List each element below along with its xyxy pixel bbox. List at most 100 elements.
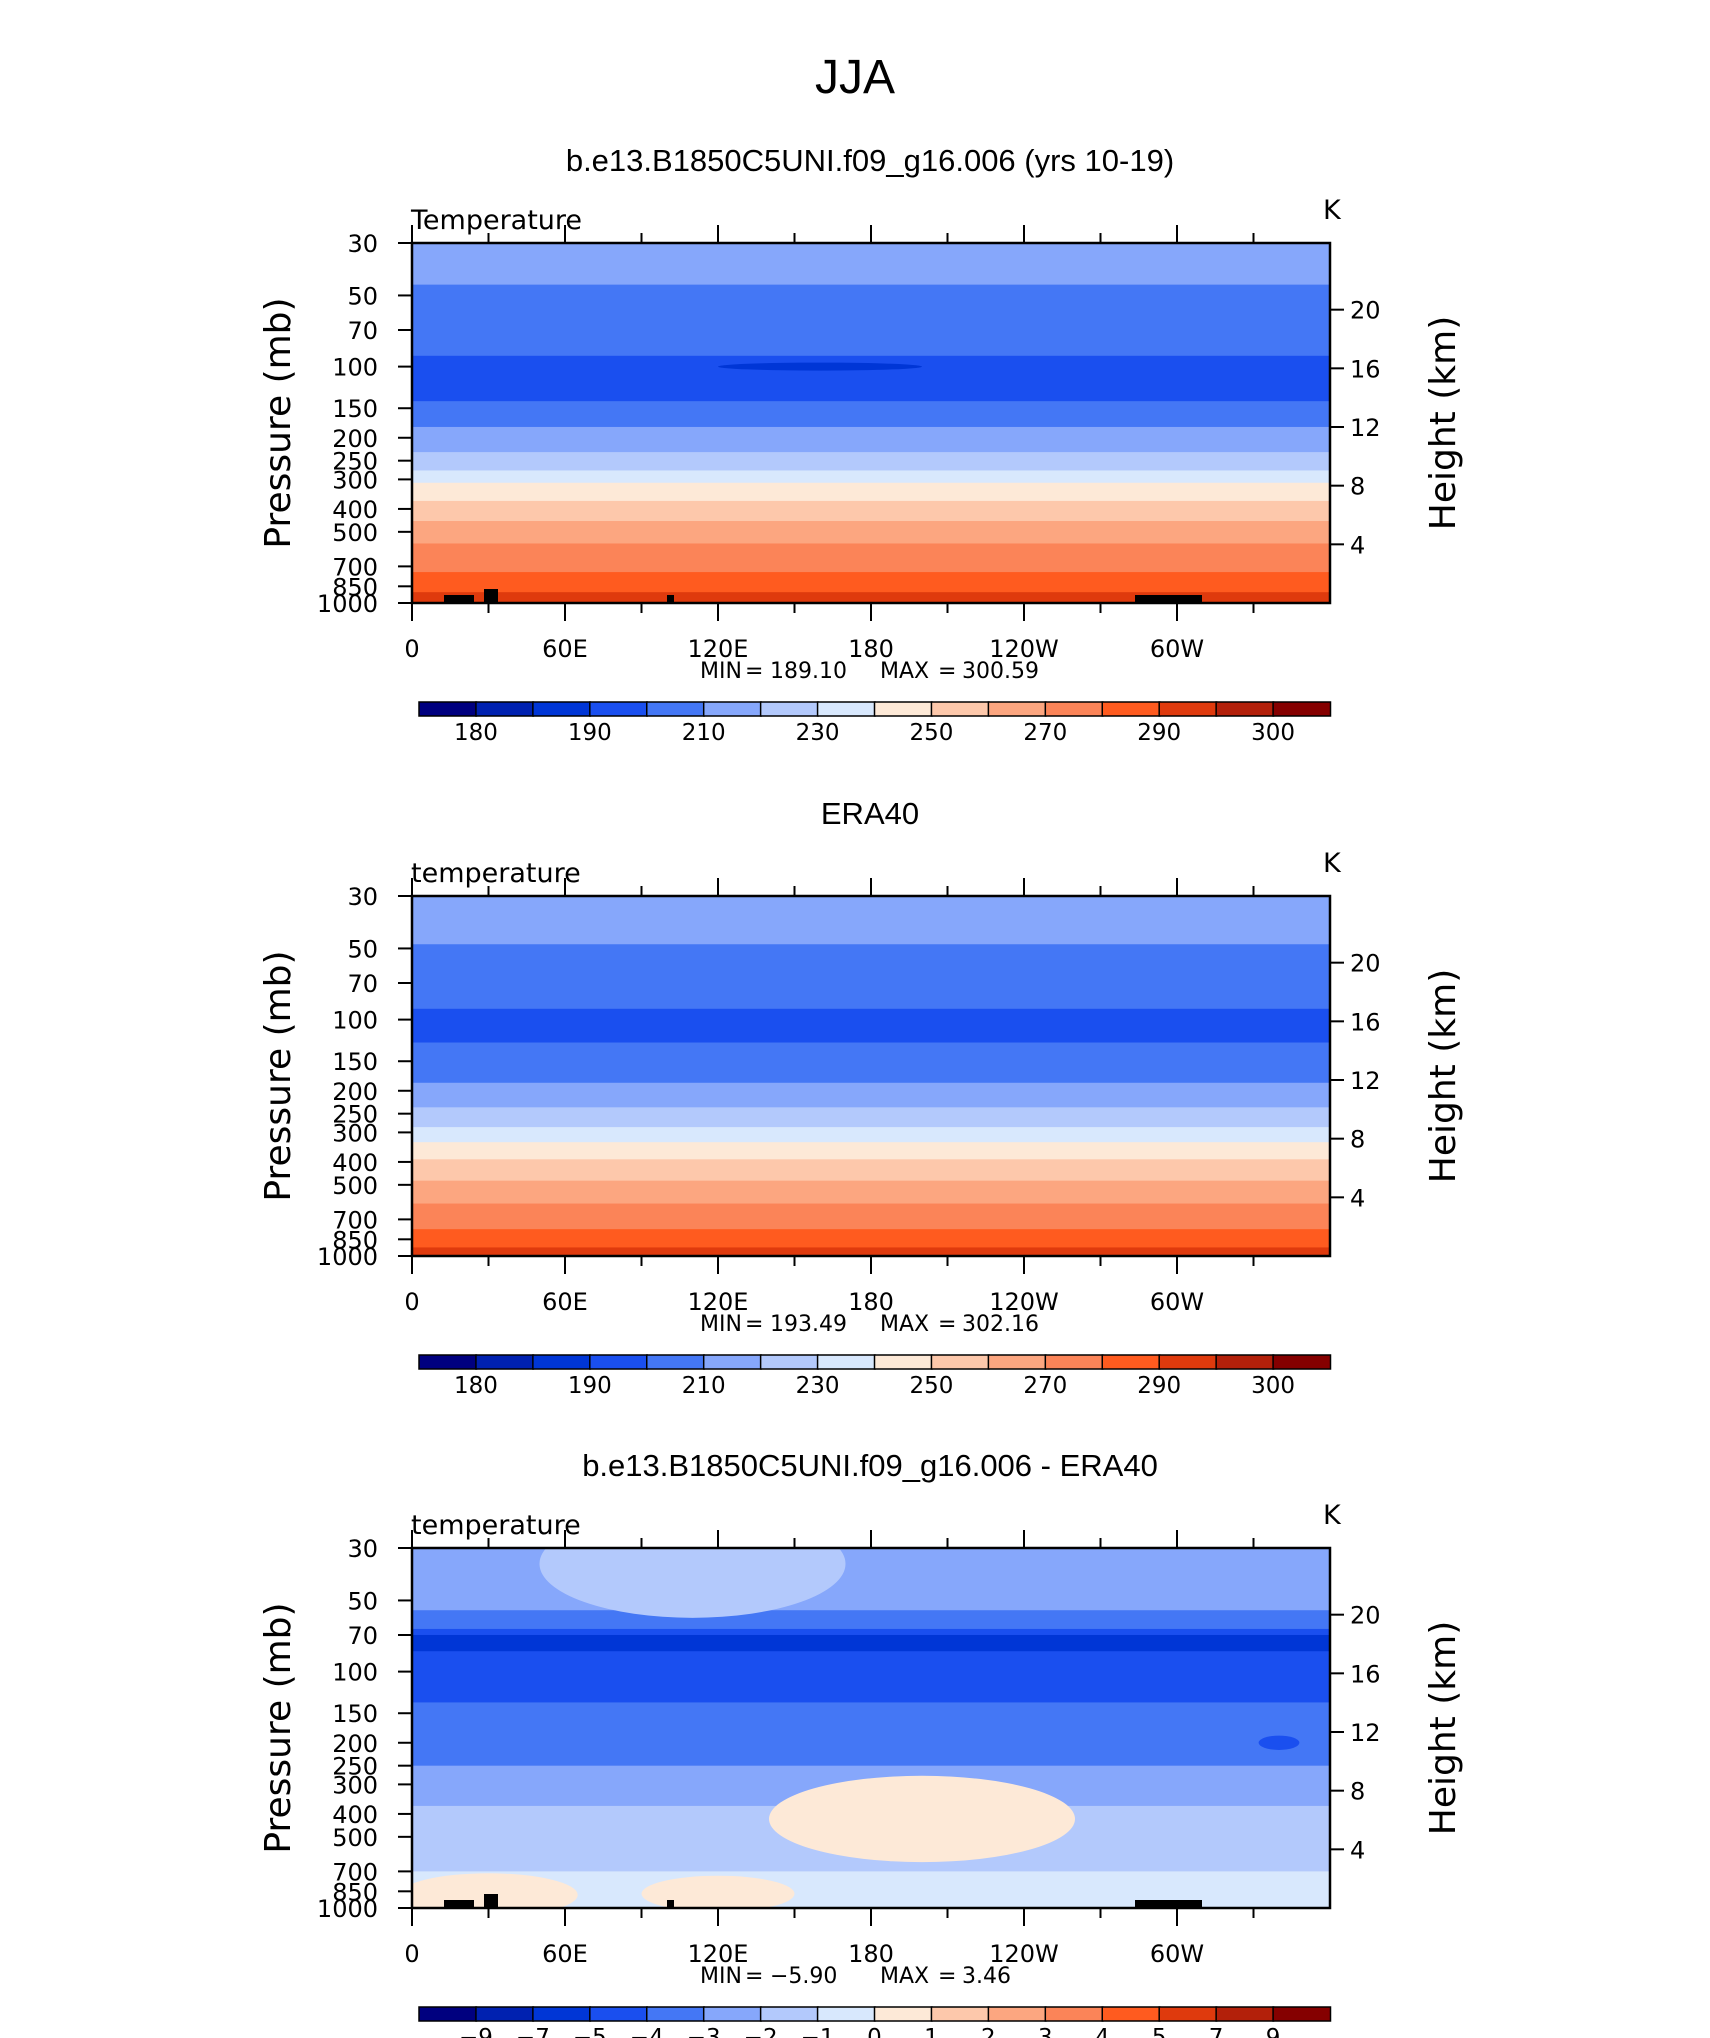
x-tick-label: 120E — [688, 1288, 749, 1316]
y-axis-title: Pressure (mb) — [258, 297, 299, 548]
colorbar-cell — [816, 1354, 876, 1370]
colorbar-cell — [1215, 1354, 1275, 1370]
contour-field — [412, 896, 1330, 1256]
y-tick-label: 100 — [332, 1007, 378, 1035]
y-tick-label: 150 — [332, 1700, 378, 1728]
y-tick-label: 250 — [332, 448, 378, 476]
colorbar-cell — [987, 701, 1047, 717]
colorbar-label: −7 — [516, 2025, 550, 2038]
colorbar-cell — [418, 1354, 478, 1370]
colorbar-cell — [589, 701, 648, 717]
x-tick-label: 60W — [1150, 1288, 1204, 1316]
y-tick-label: 30 — [347, 883, 378, 911]
y-tick-label: 30 — [347, 1535, 378, 1563]
x-tick-label: 60E — [542, 1940, 588, 1968]
stat-equals: = — [745, 1312, 763, 1337]
colorbar-cell — [589, 1354, 648, 1370]
x-tick-label: 60E — [542, 635, 588, 663]
colorbar-cell — [475, 701, 535, 717]
colorbar-label: 190 — [568, 1373, 612, 1399]
x-tick-label: 60W — [1150, 1940, 1204, 1968]
stat-min-label: MIN — [700, 659, 742, 684]
contour-band — [412, 1203, 1330, 1231]
colorbar-label: −1 — [801, 2025, 835, 2038]
y2-tick-label: 4 — [1350, 1184, 1365, 1212]
contour-band — [412, 284, 1330, 357]
panel-units-label: K — [1323, 848, 1342, 879]
panel-units-label: K — [1323, 1500, 1342, 1531]
colorbar-label: 2 — [981, 2025, 996, 2038]
panel-left-label: temperature — [411, 1510, 581, 1541]
contour-band — [412, 543, 1330, 574]
y-axis-title: Pressure (mb) — [258, 1602, 299, 1853]
contour-band — [412, 1628, 1330, 1636]
y-tick-label: 150 — [332, 1048, 378, 1076]
colorbar-label: −5 — [573, 2025, 607, 2038]
colorbar-label: 9 — [1266, 2025, 1281, 2038]
stat-min-label: MIN — [700, 1312, 742, 1337]
x-tick-label: 0 — [404, 635, 419, 663]
contour-band — [412, 896, 1330, 946]
topography-block — [484, 1894, 498, 1908]
topography-block — [1135, 1900, 1202, 1908]
colorbar-label: 230 — [796, 720, 840, 746]
topography-block — [444, 595, 474, 603]
colorbar-cell — [475, 2006, 535, 2022]
contour-band — [412, 1651, 1330, 1704]
x-tick-label: 0 — [404, 1288, 419, 1316]
y-tick-label: 50 — [347, 282, 378, 310]
colorbar-cell — [1044, 701, 1104, 717]
x-tick-label: 120E — [688, 635, 749, 663]
contour-blob — [641, 1875, 795, 1908]
colorbar-cell — [816, 2006, 876, 2022]
y-tick-label: 700 — [332, 553, 378, 581]
y-tick-label: 200 — [332, 1730, 378, 1758]
y-tick-label: 250 — [332, 1753, 378, 1781]
panel-title: b.e13.B1850C5UNI.f09_g16.006 - ERA40 — [582, 1448, 1158, 1483]
y2-axis-title: Height (km) — [1423, 316, 1464, 530]
colorbar-cell — [1101, 1354, 1161, 1370]
contour-field — [412, 243, 1330, 603]
colorbar-label: 230 — [796, 1373, 840, 1399]
y2-tick-label: 12 — [1350, 1067, 1381, 1095]
contour-band — [412, 1127, 1330, 1144]
colorbar-label: 180 — [454, 720, 498, 746]
x-tick-label: 120E — [688, 1940, 749, 1968]
panel-title: b.e13.B1850C5UNI.f09_g16.006 (yrs 10-19) — [566, 143, 1174, 178]
y-tick-label: 1000 — [317, 1243, 378, 1271]
y-tick-label: 400 — [332, 1801, 378, 1829]
y-tick-label: 300 — [332, 1119, 378, 1147]
y-axis-title: Pressure (mb) — [258, 950, 299, 1201]
y-tick-label: 70 — [347, 1622, 378, 1650]
colorbar-cell — [532, 1354, 592, 1370]
y-tick-label: 300 — [332, 1771, 378, 1799]
colorbar-label: 3 — [1038, 2025, 1053, 2038]
colorbar-label: −4 — [630, 2025, 664, 2038]
contour-band — [412, 1229, 1330, 1249]
colorbar-label: −9 — [459, 2025, 493, 2038]
colorbar-cell — [816, 701, 876, 717]
topography-block — [667, 595, 674, 603]
colorbar-cell — [1158, 701, 1218, 717]
x-tick-label: 180 — [848, 1288, 894, 1316]
topography-block — [484, 589, 498, 603]
stat-equals: = — [745, 1964, 763, 1989]
y-tick-label: 100 — [332, 1659, 378, 1687]
contour-band — [412, 1702, 1330, 1767]
panel-left-label: temperature — [411, 858, 581, 889]
contour-band — [412, 452, 1330, 472]
colorbar-label: 4 — [1095, 2025, 1110, 2038]
colorbar-label: 270 — [1023, 1373, 1067, 1399]
contour-blob — [718, 362, 922, 371]
contour-band — [412, 592, 1330, 603]
y2-tick-label: 4 — [1350, 1836, 1365, 1864]
y-tick-label: 700 — [332, 1858, 378, 1886]
contour-band — [412, 482, 1330, 502]
colorbar-cell — [759, 2006, 819, 2022]
colorbar-label: 180 — [454, 1373, 498, 1399]
stat-max-label: MAX — [880, 1964, 929, 1989]
colorbar-cell — [930, 2006, 990, 2022]
colorbar-label: 290 — [1137, 1373, 1181, 1399]
colorbar-cell — [589, 2006, 648, 2022]
contour-band — [412, 500, 1330, 523]
